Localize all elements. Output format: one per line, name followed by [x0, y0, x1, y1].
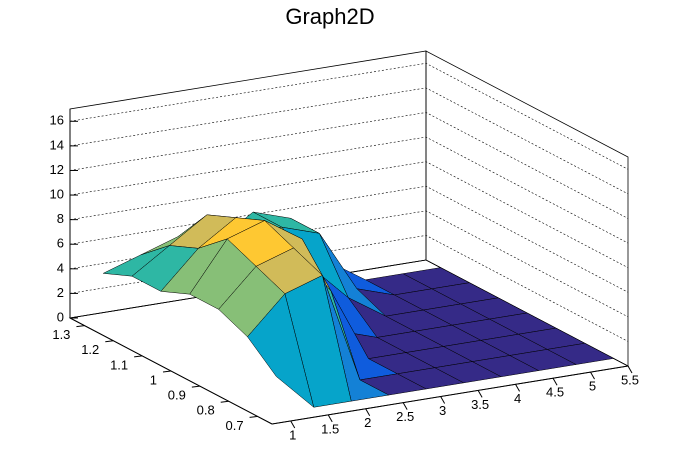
x-tick	[477, 390, 483, 398]
x-tick-label: 5	[589, 379, 596, 394]
y-tick-label: 1.3	[52, 327, 70, 342]
z-tick-label: 10	[50, 186, 64, 201]
surface-cell	[247, 293, 315, 408]
x-tick-label: 1.5	[321, 421, 339, 436]
y-tick	[220, 400, 229, 403]
x-tick	[440, 396, 446, 404]
grid-line	[69, 62, 629, 170]
z-tick-label: 12	[50, 162, 64, 177]
x-tick-label: 4	[514, 391, 521, 406]
grid-line	[69, 112, 629, 219]
z-tick-label: 6	[57, 236, 64, 251]
grid-line	[69, 136, 629, 244]
z-tick-label: 4	[57, 260, 64, 275]
x-tick	[402, 402, 408, 410]
y-tick-label: 1	[150, 372, 157, 387]
x-tick-label: 3.5	[471, 397, 489, 412]
y-tick	[76, 325, 85, 328]
z-tick-label: 8	[57, 211, 64, 226]
chart-title: Graph2D	[285, 4, 374, 29]
x-tick-label: 2	[364, 415, 371, 430]
y-tick	[249, 415, 258, 418]
y-tick-label: 0.7	[225, 418, 243, 433]
x-tick	[552, 377, 558, 386]
x-tick-label: 2.5	[396, 409, 414, 424]
y-tick-label: 0.9	[168, 388, 186, 403]
x-tick	[365, 408, 371, 416]
y-tick	[191, 385, 200, 388]
z-tick-label: 2	[57, 285, 64, 300]
x-tick	[327, 414, 333, 423]
y-tick	[162, 370, 172, 373]
x-axis	[271, 365, 629, 425]
grid-line	[69, 185, 629, 293]
y-tick	[105, 340, 114, 343]
x-tick-label: 5.5	[621, 372, 639, 387]
x-tick	[627, 365, 633, 374]
grid-line	[69, 87, 629, 195]
x-tick	[515, 384, 521, 392]
x-tick-label: 1	[289, 427, 296, 442]
z-tick-label: 14	[50, 137, 64, 152]
x-tick-label: 3	[439, 403, 446, 418]
x-tick-label: 4.5	[546, 385, 564, 400]
x-tick	[290, 420, 296, 429]
y-tick-label: 1.1	[110, 357, 128, 372]
y-tick-label: 1.2	[81, 342, 99, 357]
x-tick	[590, 371, 595, 380]
grid-line	[69, 161, 629, 268]
y-tick	[134, 355, 143, 358]
z-tick-label: 16	[50, 113, 64, 128]
y-tick-label: 0.8	[197, 403, 215, 418]
z-tick-label: 0	[57, 309, 64, 324]
